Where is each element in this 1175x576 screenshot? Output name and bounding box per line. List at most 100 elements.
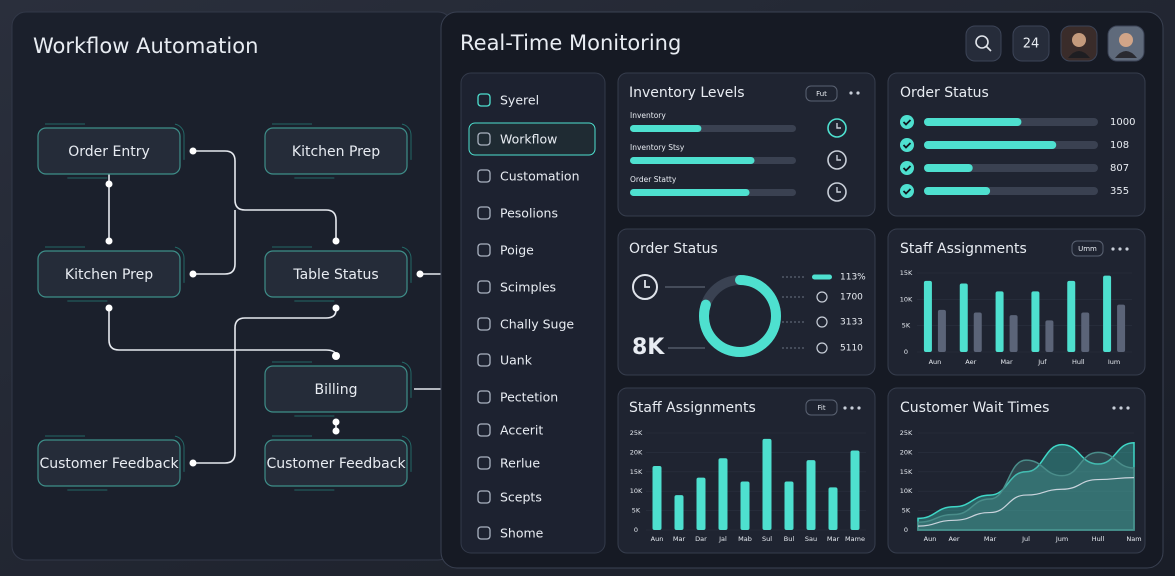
clock-hand: [836, 187, 841, 193]
bar: [973, 312, 982, 352]
bar: [850, 450, 860, 530]
sidebar-item[interactable]: Scimples: [500, 280, 556, 295]
node-glow: [260, 246, 412, 302]
clock-icon: [632, 274, 658, 300]
bar: [923, 280, 932, 352]
x-tick-label: Aun: [651, 535, 664, 543]
connectors: [105, 147, 441, 467]
button[interactable]: [805, 399, 838, 416]
row-value: 108: [1110, 140, 1129, 151]
notification-button[interactable]: [1012, 25, 1050, 62]
node[interactable]: [37, 127, 181, 175]
x-tick-label: Hull: [1072, 358, 1085, 366]
node-glow: [260, 361, 412, 417]
bar: [740, 481, 750, 530]
bar: [828, 487, 838, 530]
node[interactable]: [37, 250, 181, 298]
legend-label: 5110: [840, 344, 863, 354]
sidebar-item[interactable]: Rerlue: [500, 456, 540, 471]
sidebar-item[interactable]: Poige: [500, 243, 534, 258]
x-tick-label: Sau: [805, 535, 817, 543]
bar: [806, 460, 816, 530]
y-tick-label: 10K: [900, 487, 913, 495]
check-mark: [902, 188, 912, 195]
sidebar-item[interactable]: Chally Suge: [500, 317, 574, 332]
node[interactable]: [264, 365, 408, 413]
legend-label: 3133: [840, 318, 863, 328]
bar: [924, 118, 1022, 126]
node-glow: [260, 435, 412, 491]
leader: [665, 286, 705, 349]
sidebar-item[interactable]: Accerit: [500, 423, 543, 438]
bar: [959, 283, 968, 352]
x-tick-label: Mar: [1000, 358, 1013, 366]
x-tick-label: Aun: [929, 358, 942, 366]
button[interactable]: [1071, 240, 1104, 257]
bar: [630, 189, 750, 196]
icon: [477, 390, 491, 404]
node[interactable]: [264, 439, 408, 487]
sidebar-item[interactable]: Uank: [500, 353, 533, 368]
sidebar-item[interactable]: Customation: [500, 169, 580, 184]
card-title: Staff Assignments: [629, 400, 756, 416]
card-title: Staff Assignments: [900, 241, 1027, 257]
x-tick-label: Mab: [738, 535, 752, 543]
icon: [477, 490, 491, 504]
node-glow: [33, 246, 185, 302]
icon: [477, 456, 491, 470]
sidebar-item[interactable]: Pectetion: [500, 390, 558, 405]
bar: [1067, 280, 1076, 352]
clock-icon: [827, 118, 847, 138]
y-tick-label: 10K: [630, 487, 643, 495]
node-glow: [33, 435, 185, 491]
legend-label: 113%: [840, 273, 866, 283]
y-tick-label: 5K: [632, 507, 641, 515]
node-label: Billing: [315, 382, 358, 398]
y-tick-label: 5K: [902, 322, 911, 330]
donut-arc: [699, 275, 781, 357]
search-button[interactable]: [965, 25, 1002, 62]
x-tick-label: Aer: [948, 535, 959, 543]
check-mark: [902, 119, 912, 126]
node[interactable]: [264, 250, 408, 298]
y-tick-label: 25K: [900, 429, 913, 437]
check-mark: [902, 165, 912, 172]
node-glow: [33, 123, 185, 179]
sidebar-item[interactable]: Shome: [500, 526, 544, 541]
sidebar-item[interactable]: Syerel: [500, 93, 539, 108]
bar: [652, 465, 662, 530]
bar: [937, 309, 946, 352]
y-tick-label: 0: [634, 526, 638, 534]
sidebar-item[interactable]: Pesolions: [500, 206, 558, 221]
button[interactable]: [805, 85, 838, 102]
x-tick-label: Nam: [1126, 535, 1141, 543]
wait-times-card: [887, 387, 1146, 554]
node-label: Customer Feedback: [266, 456, 406, 472]
card-title: Inventory Levels: [629, 85, 745, 101]
clock-hand: [644, 280, 650, 288]
panel-title: Workflow Automation: [33, 34, 258, 58]
bar: [674, 495, 684, 530]
legend-icon: [816, 316, 828, 328]
icon: [477, 423, 491, 437]
sidebar-item[interactable]: Workflow: [500, 132, 557, 147]
sidebar-item[interactable]: Scepts: [500, 490, 542, 505]
bar: [1117, 304, 1126, 352]
node-glow: [260, 123, 412, 179]
avatar-body: [1068, 51, 1090, 58]
y-tick-label: 0: [904, 526, 908, 534]
legend-icon: [816, 291, 828, 303]
x-tick-label: Mar: [827, 535, 840, 543]
node-label: Kitchen Prep: [65, 267, 153, 283]
clock-hand: [836, 155, 841, 161]
node[interactable]: [264, 127, 408, 175]
clock-hand: [836, 123, 841, 129]
bar: [1009, 315, 1018, 352]
button-label: Umm: [1078, 245, 1097, 253]
node[interactable]: [37, 439, 181, 487]
x-tick-label: Mar: [984, 535, 997, 543]
x-tick-label: Jal: [718, 535, 727, 543]
icon: [477, 169, 491, 183]
check-icon: [900, 138, 914, 152]
